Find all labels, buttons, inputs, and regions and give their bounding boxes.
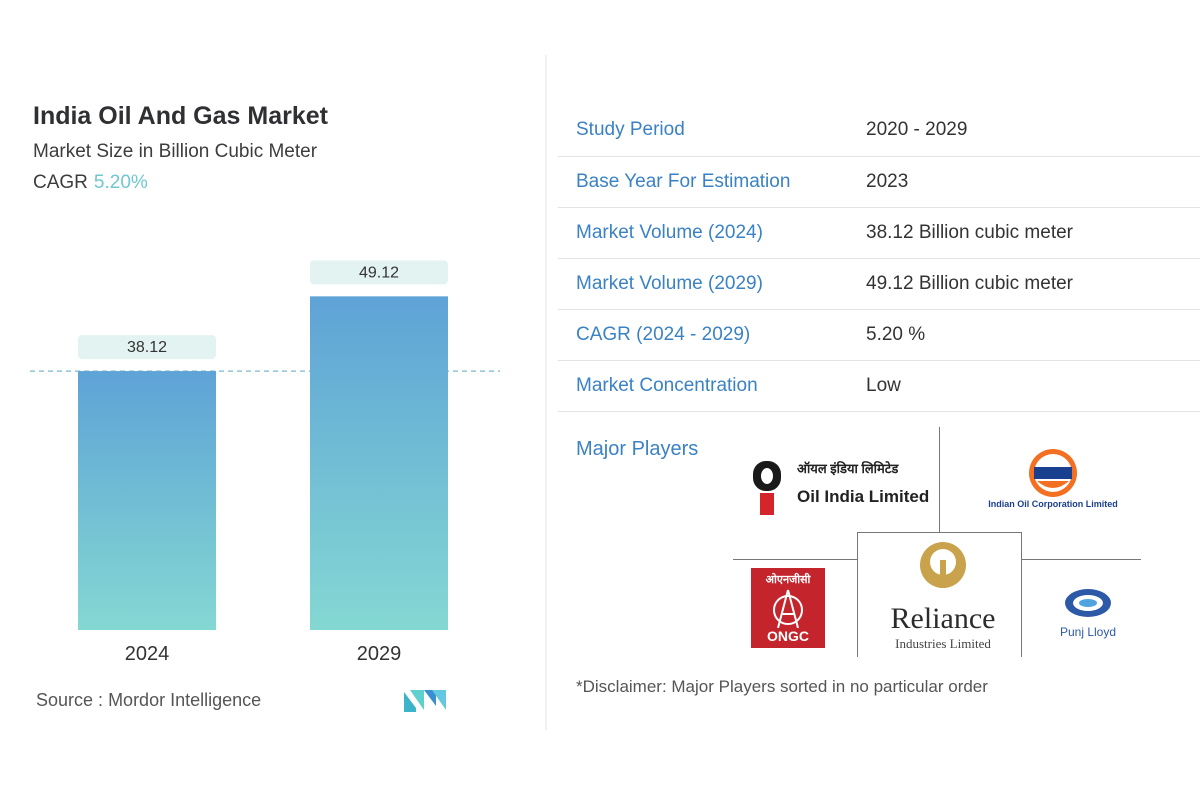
- stats-table: Study Period 2020 - 2029 Base Year For E…: [558, 105, 1200, 412]
- reliance-subtitle: Industries Limited: [895, 636, 991, 651]
- source-name: Mordor Intelligence: [108, 690, 262, 710]
- stat-label: Market Volume (2029): [576, 272, 763, 294]
- oil-india-logo-icon: [753, 461, 781, 515]
- stats-row: Base Year For Estimation 2023: [558, 156, 1200, 207]
- cagr-line: CAGR 5.20%: [33, 172, 148, 194]
- stat-label: Market Volume (2024): [576, 221, 763, 243]
- oil-india-logo: ऑयल इंडिया लिमिटेड Oil India Limited: [749, 459, 949, 521]
- stats-row: Study Period 2020 - 2029: [558, 105, 1200, 156]
- stat-value: 5.20 %: [866, 323, 926, 345]
- ongc-name: ONGC: [767, 628, 809, 644]
- stats-row: Market Volume (2024) 38.12 Billion cubic…: [558, 207, 1200, 258]
- grid-divider: [857, 532, 1022, 533]
- major-players-grid: ऑयल इंडिया लिमिटेड Oil India Limited Ind…: [733, 427, 1153, 657]
- bar: [78, 371, 216, 630]
- ongc-hindi: ओएनजीसी: [765, 574, 811, 586]
- chart-subtitle: Market Size in Billion Cubic Meter: [33, 141, 318, 162]
- ongc-derrick-icon: [773, 589, 803, 628]
- x-tick-label: 2024: [125, 643, 170, 665]
- stats-row: CAGR (2024 - 2029) 5.20 %: [558, 309, 1200, 360]
- bar: [310, 296, 448, 630]
- stats-row: Market Volume (2029) 49.12 Billion cubic…: [558, 258, 1200, 309]
- indian-oil-logo: Indian Oil Corporation Limited: [963, 447, 1143, 517]
- source-line: Source : Mordor Intelligence: [36, 690, 261, 711]
- major-players-label: Major Players: [576, 438, 699, 460]
- stat-label: Study Period: [576, 119, 685, 141]
- grid-divider: [733, 559, 858, 560]
- bar-chart: 38.12 2024 49.12 2029: [30, 260, 500, 665]
- oil-india-name: Oil India Limited: [797, 487, 930, 506]
- data-label: 38.12: [127, 339, 167, 356]
- stat-label: Base Year For Estimation: [576, 170, 791, 192]
- cagr-label: CAGR: [33, 172, 88, 193]
- stats-card: Study Period 2020 - 2029 Base Year For E…: [548, 55, 1200, 730]
- grid-divider: [939, 427, 940, 532]
- chart-card: India Oil And Gas Market Market Size in …: [0, 55, 545, 730]
- reliance-logo: Reliance Industries Limited: [858, 532, 1028, 657]
- data-label-bg: [78, 335, 216, 360]
- stat-label: Market Concentration: [576, 374, 758, 396]
- stat-value: 49.12 Billion cubic meter: [866, 272, 1073, 294]
- data-label-bg: [310, 260, 448, 285]
- stat-value: 2023: [866, 170, 909, 192]
- stat-value: Low: [866, 374, 901, 396]
- chart-title: India Oil And Gas Market: [33, 102, 328, 130]
- ongc-logo: ओएनजीसी ONGC: [751, 568, 825, 648]
- stat-label: CAGR (2024 - 2029): [576, 323, 751, 345]
- reliance-name: Reliance: [890, 602, 996, 635]
- data-label: 49.12: [359, 264, 399, 281]
- indian-oil-logo-icon: [1029, 449, 1077, 497]
- mordor-intelligence-logo-icon: [404, 690, 446, 712]
- stat-value: 38.12 Billion cubic meter: [866, 221, 1073, 243]
- grid-divider: [1021, 559, 1141, 560]
- punj-lloyd-name: Punj Lloyd: [1059, 625, 1117, 639]
- indian-oil-name: Indian Oil Corporation Limited: [988, 499, 1118, 509]
- grid-divider: [1021, 532, 1022, 657]
- punj-lloyd-logo-icon: [1065, 589, 1111, 617]
- source-label: Source :: [36, 690, 104, 710]
- stat-value: 2020 - 2029: [866, 119, 968, 141]
- grid-divider: [857, 532, 858, 657]
- x-tick-label: 2029: [357, 643, 402, 665]
- card-divider: [545, 55, 547, 730]
- oil-india-hindi: ऑयल इंडिया लिमिटेड: [797, 461, 899, 476]
- punj-lloyd-logo: Punj Lloyd: [1043, 587, 1133, 647]
- stats-row: Market Concentration Low: [558, 360, 1200, 411]
- cagr-value: 5.20%: [93, 172, 148, 193]
- reliance-logo-icon: [920, 542, 966, 588]
- disclaimer: *Disclaimer: Major Players sorted in no …: [576, 677, 988, 696]
